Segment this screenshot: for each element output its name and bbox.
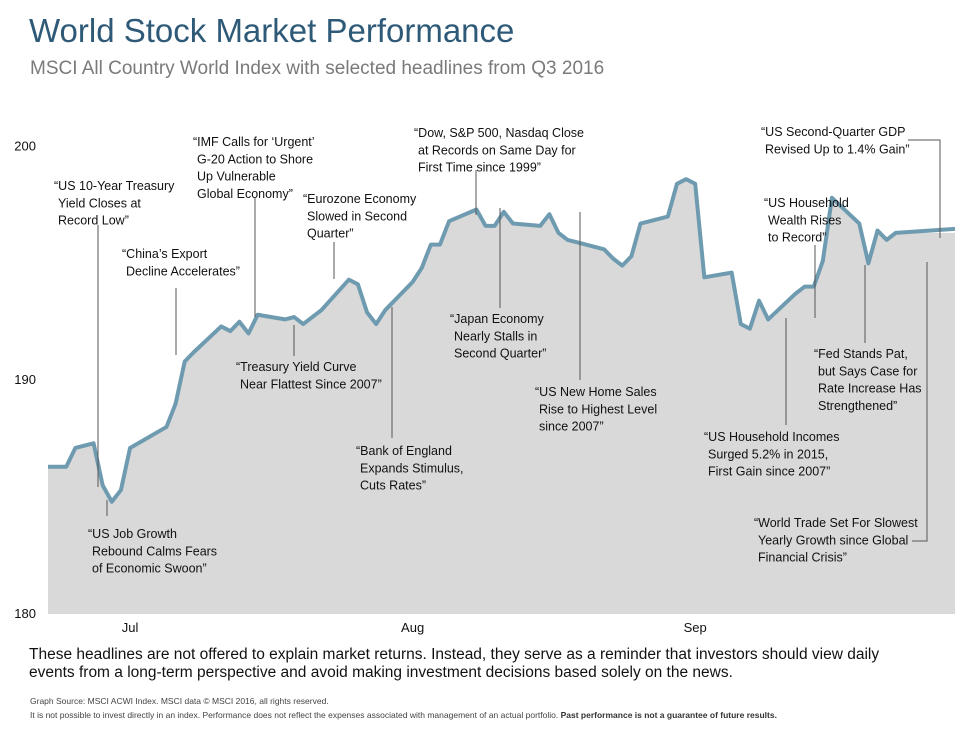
- headline-annotation: “US 10-Year Treasury Yield Closes at Recor…: [54, 179, 175, 487]
- headline-text-line: Yearly Growth since Global: [758, 533, 908, 547]
- x-tick-label: Jul: [122, 620, 139, 635]
- headline-text-line: “IMF Calls for ‘Urgent’: [193, 135, 315, 149]
- headline-text-line: Yield Closes at: [58, 196, 141, 210]
- headline-text-line: Quarter”: [307, 227, 354, 241]
- area-fill: [48, 179, 955, 614]
- index-line: [48, 177, 956, 504]
- headline-annotation: “World Trade Set For Slowest Yearly Growt…: [754, 262, 928, 565]
- headline-annotation: “US New Home Sales Rise to Highest Level s…: [535, 212, 657, 434]
- headline-text-line: Up Vulnerable: [197, 170, 276, 184]
- headline-text-line: “US Household: [764, 196, 849, 210]
- headline-text-line: Cuts Rates”: [360, 479, 426, 493]
- headline-text-line: Global Economy”: [197, 187, 293, 201]
- leader-line: [912, 262, 928, 542]
- headline-text-line: Nearly Stalls in: [454, 329, 537, 343]
- headline-annotation: “US Household Incomes Surged 5.2% in 2015…: [704, 318, 839, 479]
- headline-annotation: “Eurozone Economy Slowed in Second Quarter…: [303, 192, 417, 279]
- headline-text-line: “Eurozone Economy: [303, 192, 417, 206]
- headline-text-line: “World Trade Set For Slowest: [754, 516, 918, 530]
- headline-text-line: Slowed in Second: [307, 209, 407, 223]
- headline-text-line: to Record”: [768, 231, 826, 245]
- headline-text-line: “US Job Growth: [88, 527, 177, 541]
- headline-annotation: “Japan Economy Nearly Stalls in Second Qua…: [450, 208, 546, 361]
- headline-annotation: “Bank of England Expands Stimulus, Cuts Ra…: [356, 307, 464, 493]
- headline-annotation: “Treasury Yield Curve Near Flattest Since…: [236, 325, 382, 391]
- headline-text-line: Second Quarter”: [454, 347, 546, 361]
- performance-note-regular: It is not possible to invest directly in…: [30, 710, 561, 720]
- headline-text-line: Strengthened”: [818, 399, 897, 413]
- headline-annotation: “China’s Export Decline Accelerates”: [122, 247, 240, 355]
- stock-chart: 180 190 200 Jul Aug Sep “US 10-Year Treasury Y…: [14, 125, 956, 635]
- headline-annotation: “Fed Stands Pat, but Says Case for Rate In…: [814, 265, 922, 413]
- headline-text-line: G-20 Action to Shore: [197, 152, 313, 166]
- headline-text-line: Rate Increase Has: [818, 382, 922, 396]
- headline-text-line: “China’s Export: [122, 247, 208, 261]
- headline-text-line: “US Second-Quarter GDP: [761, 125, 906, 139]
- headline-annotation: “Dow, S&P 500, Nasdaq Close at Records on…: [414, 126, 584, 215]
- headline-text-line: Rise to Highest Level: [539, 402, 657, 416]
- headline-text-line: “US 10-Year Treasury: [54, 179, 175, 193]
- y-tick-label: 200: [14, 138, 36, 153]
- x-tick-label: Sep: [684, 620, 707, 635]
- performance-note-bold: Past performance is not a guarantee of f…: [560, 710, 777, 720]
- headline-text-line: “Fed Stands Pat,: [814, 347, 908, 361]
- headline-text-line: Wealth Rises: [768, 213, 841, 227]
- disclaimer-text: These headlines are not offered to expla…: [29, 646, 880, 681]
- headline-text-line: “Bank of England: [356, 444, 452, 458]
- headline-annotation: “IMF Calls for ‘Urgent’ G-20 Action to Sh…: [193, 135, 315, 317]
- headline-text-line: “Treasury Yield Curve: [236, 360, 356, 374]
- headline-text-line: Expands Stimulus,: [360, 461, 464, 475]
- headline-text-line: of Economic Swoon”: [92, 562, 207, 576]
- performance-note: It is not possible to invest directly in…: [30, 710, 777, 720]
- headline-text-line: First Time since 1999”: [418, 161, 541, 175]
- headline-text-line: “Japan Economy: [450, 312, 545, 326]
- headline-text-line: Surged 5.2% in 2015,: [708, 447, 828, 461]
- headline-text-line: “US Household Incomes: [704, 430, 839, 444]
- headline-annotation: “US Second-Quarter GDP Revised Up to 1.4%…: [761, 125, 941, 238]
- headline-text-line: Record Low”: [58, 214, 129, 228]
- headline-text-line: First Gain since 2007”: [708, 465, 830, 479]
- headline-text-line: Financial Crisis”: [758, 551, 847, 565]
- headline-annotation: “US Job Growth Rebound Calms Fears of Econ…: [88, 500, 217, 576]
- headline-text-line: Near Flattest Since 2007”: [240, 377, 382, 391]
- headline-text-line: “US New Home Sales: [535, 385, 657, 399]
- headline-text-line: but Says Case for: [818, 364, 917, 378]
- headline-text-line: Decline Accelerates”: [126, 264, 240, 278]
- headline-text-line: Rebound Calms Fears: [92, 544, 217, 558]
- headline-text-line: at Records on Same Day for: [418, 143, 576, 157]
- y-tick-label: 190: [14, 372, 36, 387]
- headline-text-line: Revised Up to 1.4% Gain”: [765, 142, 910, 156]
- x-tick-label: Aug: [401, 620, 424, 635]
- headline-text-line: “Dow, S&P 500, Nasdaq Close: [414, 126, 584, 140]
- y-tick-label: 180: [14, 606, 36, 621]
- graph-source-note: Graph Source: MSCI ACWI Index. MSCI data…: [30, 696, 329, 706]
- chart-subtitle: MSCI All Country World Index with select…: [30, 58, 605, 79]
- chart-title: World Stock Market Performance: [29, 12, 515, 49]
- leader-line: [908, 139, 941, 238]
- headline-text-line: since 2007”: [539, 420, 604, 434]
- headline-annotation: “US Household Wealth Rises to Record”: [764, 196, 849, 318]
